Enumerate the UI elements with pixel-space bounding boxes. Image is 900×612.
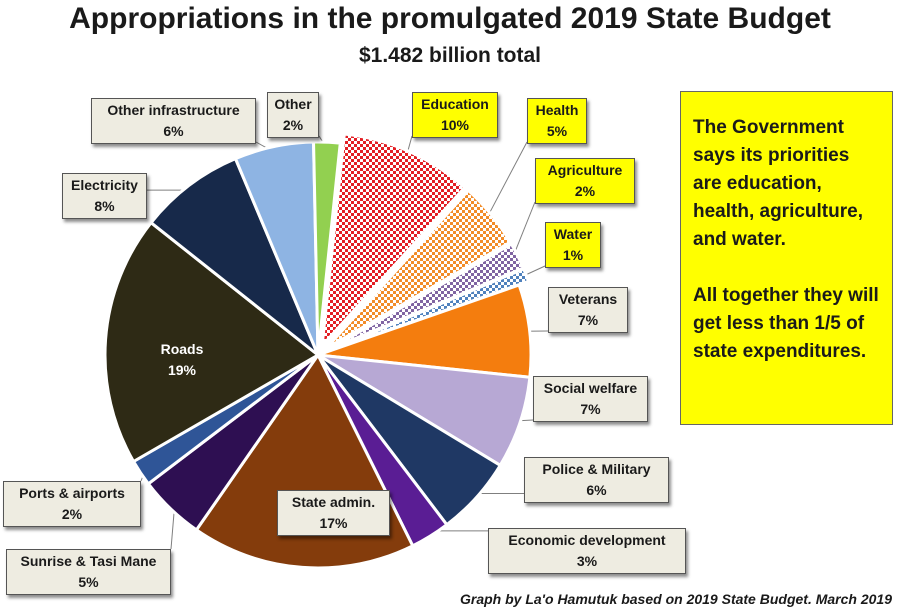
pie-slice-electricity (149, 157, 320, 357)
slice-label: Social welfare 7% (533, 376, 648, 422)
slice-label-value: 5% (78, 574, 99, 590)
slice-label-name: Roads (160, 341, 204, 357)
slice-label: Other infrastructure 6% (91, 98, 256, 144)
slice-label: Water 1% (545, 222, 601, 268)
slice-label-name: Police & Military (542, 461, 651, 477)
chart-subtitle: $1.482 billion total (358, 44, 542, 67)
source-credit: Graph by La'o Hamutuk based on 2019 Stat… (459, 591, 892, 607)
slice-label-value: 7% (577, 312, 599, 328)
slice-label-value: 17% (319, 515, 348, 531)
pie-slice-roads (103, 221, 320, 463)
pie-slice-water (325, 267, 530, 353)
note-paragraph-2: All together they will get less than 1/5… (693, 285, 879, 362)
slice-label-value: 8% (94, 198, 115, 214)
slice-label: Veterans 7% (548, 287, 628, 333)
pie-slice-health (324, 188, 512, 351)
slice-label: Economic development 3% (488, 528, 686, 574)
slice-label-name: Water (553, 226, 593, 242)
slice-label-name: Electricity (71, 177, 138, 193)
slice-label-name: Agriculture (547, 162, 623, 178)
slice-label: Health 5% (527, 98, 587, 144)
slice-label-name: Ports & airports (19, 485, 125, 501)
slice-label-value: 3% (576, 553, 598, 569)
slice-label-value: 7% (580, 401, 601, 417)
slice-label: Roads 19% (140, 338, 224, 382)
slice-label-value: 6% (163, 123, 184, 139)
slice-label-value: 1% (562, 247, 584, 263)
slice-label: State admin. 17% (277, 490, 390, 536)
priorities-note: The Government says its priorities are e… (680, 91, 893, 425)
pie-slice-other (312, 140, 342, 357)
slice-label-name: Health (535, 102, 579, 118)
slice-label: Agriculture 2% (535, 158, 635, 204)
slice-label-value: 19% (167, 362, 197, 378)
chart-title: Appropriations in the promulgated 2019 S… (69, 2, 831, 35)
slice-label-name: Other (274, 96, 312, 112)
slice-label-name: Other infrastructure (107, 102, 240, 118)
slice-label: Police & Military 6% (524, 457, 669, 503)
slice-label: Other 2% (267, 92, 319, 138)
note-paragraph-1: The Government says its priorities are e… (693, 117, 863, 250)
slice-label: Electricity 8% (62, 173, 147, 219)
leader-line (511, 201, 536, 259)
pie-slice-education (320, 132, 467, 348)
slice-label: Ports & airports 2% (3, 481, 141, 527)
slice-label-name: Economic development (508, 532, 666, 548)
slice-label-value: 2% (282, 117, 304, 133)
slice-label-value: 6% (586, 482, 607, 498)
leader-line (486, 141, 528, 219)
slice-label-name: State admin. (291, 494, 376, 510)
slice-label-value: 10% (440, 117, 470, 133)
slice-label-name: Education (421, 96, 489, 112)
slice-label: Sunrise & Tasi Mane 5% (6, 549, 171, 595)
slice-label-value: 2% (574, 183, 596, 199)
slice-label: Education 10% (412, 92, 498, 138)
slice-label-value: 2% (61, 506, 83, 522)
slice-label-value: 5% (546, 123, 568, 139)
slice-label-name: Social welfare (543, 380, 638, 396)
slice-label-name: Veterans (558, 291, 618, 307)
slice-label-name: Sunrise & Tasi Mane (20, 553, 157, 569)
